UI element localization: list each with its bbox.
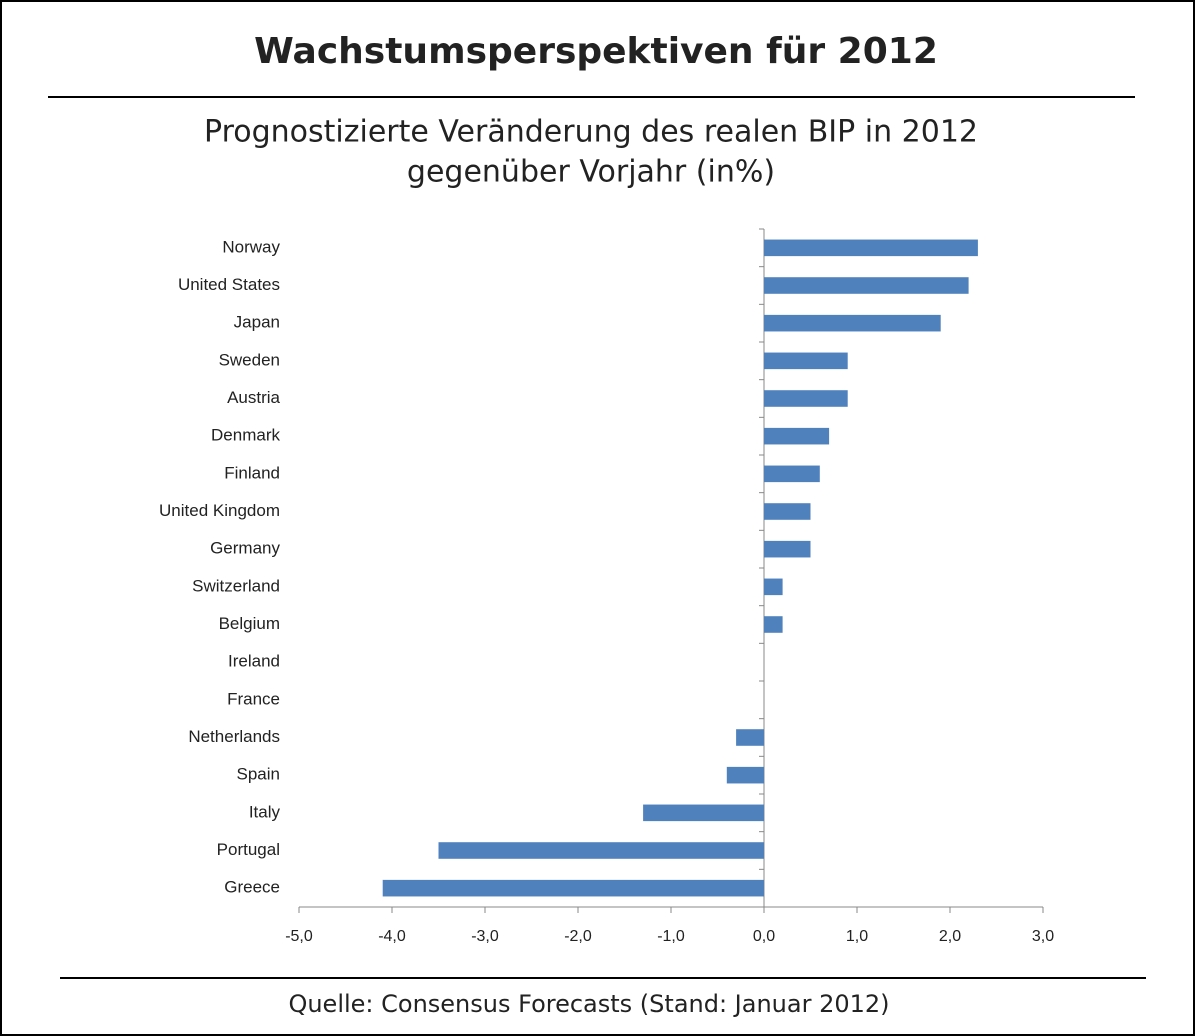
bar bbox=[764, 540, 811, 558]
bar bbox=[736, 729, 764, 746]
bar bbox=[764, 239, 978, 257]
y-tick-label: Japan bbox=[234, 313, 280, 332]
y-tick-label: United Kingdom bbox=[159, 501, 280, 520]
chart-subtitle: gegenüber Vorjahr (in%) bbox=[407, 155, 775, 190]
bar bbox=[764, 277, 969, 294]
x-tick-label: -1,0 bbox=[657, 928, 685, 945]
y-tick-label: Denmark bbox=[211, 426, 280, 445]
y-tick-label: France bbox=[227, 689, 280, 708]
y-tick-label: Austria bbox=[227, 388, 280, 407]
y-tick-label: Ireland bbox=[228, 652, 280, 671]
bar bbox=[764, 503, 811, 520]
y-tick-label: United States bbox=[178, 275, 280, 294]
y-tick-label: Germany bbox=[210, 539, 280, 558]
x-tick-label: 2,0 bbox=[939, 928, 961, 945]
bar bbox=[643, 804, 764, 822]
y-tick-label: Portugal bbox=[217, 840, 280, 859]
bar bbox=[764, 465, 820, 483]
bar bbox=[382, 879, 764, 897]
y-tick-label: Belgium bbox=[219, 614, 280, 633]
source: Quelle: Consensus Forecasts (Stand: Janu… bbox=[288, 990, 889, 1018]
y-tick-label: Spain bbox=[237, 765, 280, 784]
x-tick-label: -5,0 bbox=[285, 928, 313, 945]
chart-title: Wachstumsperspektiven für 2012 bbox=[254, 31, 938, 72]
chart-subtitle: Prognostizierte Veränderung des realen B… bbox=[204, 115, 978, 150]
y-tick-label: Greece bbox=[224, 878, 280, 897]
bar bbox=[438, 842, 764, 859]
bar bbox=[764, 352, 848, 370]
bar bbox=[764, 578, 783, 596]
x-tick-label: -2,0 bbox=[564, 928, 592, 945]
bar bbox=[764, 390, 848, 407]
x-tick-label: -3,0 bbox=[471, 928, 499, 945]
y-tick-label: Finland bbox=[224, 463, 280, 482]
x-tick-label: 3,0 bbox=[1032, 928, 1054, 945]
bar bbox=[764, 314, 941, 332]
y-tick-label: Italy bbox=[249, 802, 281, 821]
bar bbox=[764, 616, 783, 633]
bar bbox=[726, 766, 764, 784]
x-tick-label: -4,0 bbox=[378, 928, 406, 945]
y-tick-label: Switzerland bbox=[192, 576, 280, 595]
y-tick-label: Sweden bbox=[219, 350, 280, 369]
x-tick-label: 1,0 bbox=[846, 928, 868, 945]
y-tick-label: Norway bbox=[222, 237, 280, 256]
bar bbox=[764, 427, 830, 445]
y-tick-label: Netherlands bbox=[188, 727, 280, 746]
x-tick-label: 0,0 bbox=[753, 928, 775, 945]
